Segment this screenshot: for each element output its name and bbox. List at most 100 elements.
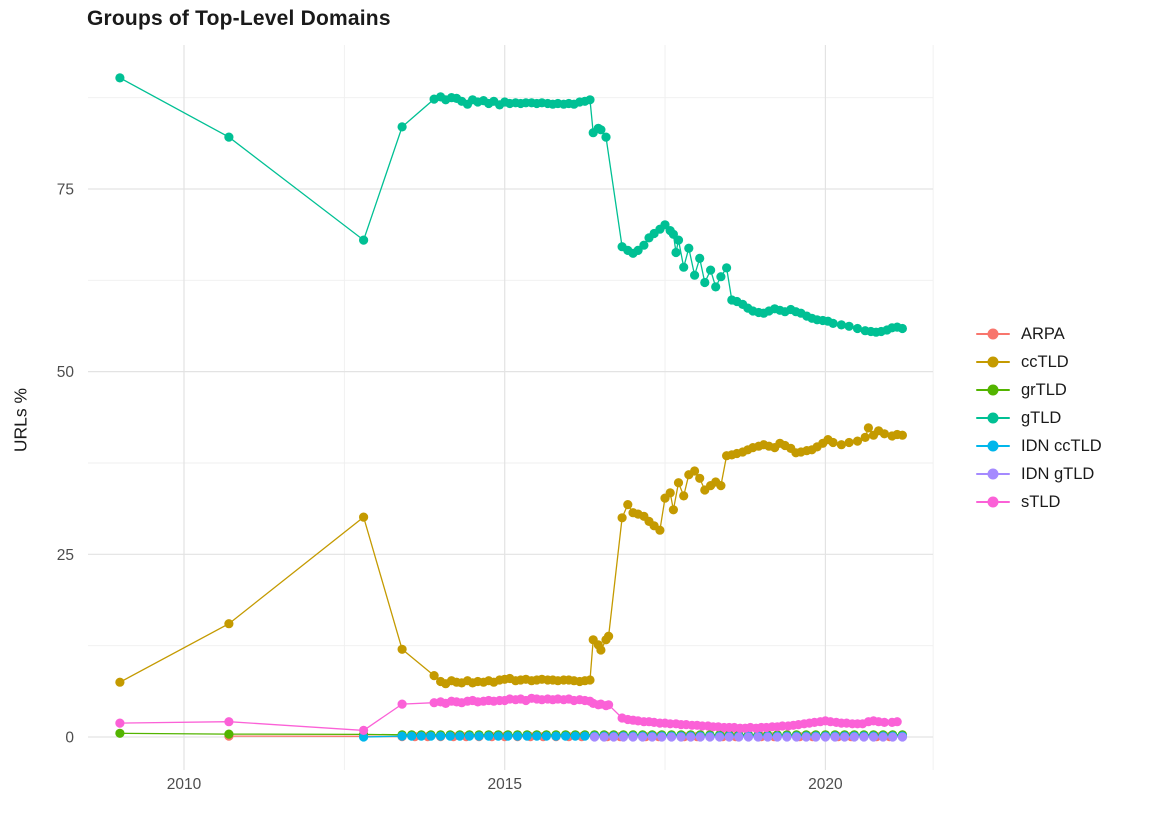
data-point-idn-gtld <box>676 732 686 742</box>
data-point-idn-gtld <box>897 732 908 742</box>
data-point-gtld <box>690 270 700 280</box>
data-point-idn-gtld <box>763 732 773 742</box>
series-idn-gtld <box>589 732 908 742</box>
legend-item-idn-cctld: IDN ccTLD <box>976 436 1102 456</box>
data-point-gtld <box>596 125 606 135</box>
data-point-cctld <box>695 473 705 483</box>
legend: ARPA ccTLD grTLD gTLD IDN ccTLD IDN gTLD sTLD <box>976 324 1102 512</box>
data-point-gtld <box>671 247 681 258</box>
data-point-idn-gtld <box>647 732 657 742</box>
legend-key-icon <box>976 408 1010 428</box>
data-point-gtld <box>397 122 407 132</box>
legend-key-dot <box>987 328 999 340</box>
data-point-cctld <box>668 505 679 515</box>
legend-key-icon <box>976 464 1010 484</box>
x-tick-label: 2010 <box>167 776 202 793</box>
legend-item-label: grTLD <box>1021 380 1067 399</box>
data-point-stld <box>224 717 234 727</box>
data-point-idn-cctld <box>474 731 484 741</box>
data-point-idn-gtld <box>791 732 802 742</box>
legend-item-stld: sTLD <box>976 492 1102 512</box>
legend-item-label: IDN ccTLD <box>1021 436 1102 455</box>
legend-key-dot <box>987 356 999 368</box>
legend-item-label: gTLD <box>1021 408 1062 427</box>
x-tick-label: 2015 <box>487 776 521 793</box>
legend-key-icon <box>976 324 1010 344</box>
y-tick-label: 75 <box>57 181 74 198</box>
data-point-idn-cctld <box>455 731 465 741</box>
data-point-cctld <box>604 631 614 641</box>
data-point-stld <box>115 718 125 728</box>
data-point-idn-cctld <box>580 731 590 741</box>
data-point-cctld <box>655 525 665 535</box>
data-point-cctld <box>623 500 633 510</box>
data-point-cctld <box>828 437 838 448</box>
data-point-gtld <box>828 318 838 328</box>
data-point-cctld <box>679 491 689 501</box>
data-point-gtld <box>673 235 684 245</box>
data-point-grtld <box>115 728 125 738</box>
data-point-gtld <box>684 243 694 253</box>
data-point-cctld <box>115 677 125 687</box>
data-point-idn-gtld <box>628 732 638 742</box>
data-point-idn-gtld <box>657 732 667 742</box>
data-point-idn-gtld <box>686 732 696 742</box>
data-point-cctld <box>397 644 407 654</box>
data-point-idn-gtld <box>820 732 831 742</box>
legend-item-cctld: ccTLD <box>976 352 1102 372</box>
data-point-idn-gtld <box>811 732 821 742</box>
data-point-idn-gtld <box>868 732 879 742</box>
data-point-cctld <box>673 478 684 488</box>
data-point-gtld <box>115 73 125 83</box>
data-point-idn-gtld <box>753 732 763 742</box>
data-point-cctld <box>617 513 627 523</box>
data-point-cctld <box>716 481 726 491</box>
data-point-gtld <box>601 132 611 142</box>
series-gtld <box>115 73 908 337</box>
data-point-idn-gtld <box>830 732 840 742</box>
data-point-idn-cctld <box>445 731 455 741</box>
data-point-idn-gtld <box>734 732 744 742</box>
data-point-idn-gtld <box>705 732 715 742</box>
x-tick-label: 2020 <box>808 776 843 793</box>
data-point-idn-gtld <box>638 732 648 742</box>
data-point-idn-cctld <box>512 731 523 741</box>
data-point-idn-gtld <box>743 732 754 742</box>
legend-key-icon <box>976 352 1010 372</box>
legend-item-label: ARPA <box>1021 324 1065 343</box>
data-point-idn-gtld <box>599 732 609 742</box>
data-point-idn-gtld <box>888 732 898 742</box>
data-point-idn-cctld <box>503 731 513 741</box>
data-point-cctld <box>879 429 890 439</box>
data-point-gtld <box>679 262 689 272</box>
data-point-cctld <box>860 432 870 442</box>
data-point-gtld <box>224 132 234 142</box>
data-point-cctld <box>852 436 863 446</box>
data-point-stld <box>359 725 369 736</box>
y-tick-label: 25 <box>57 547 74 564</box>
legend-key-icon <box>976 380 1010 400</box>
data-point-idn-gtld <box>840 732 850 742</box>
data-point-idn-cctld <box>561 731 571 741</box>
y-tick-label: 0 <box>65 730 74 747</box>
data-point-idn-gtld <box>609 732 619 742</box>
data-point-cctld <box>585 675 595 685</box>
data-point-idn-gtld <box>618 732 629 742</box>
y-tick-label: 50 <box>57 364 75 381</box>
data-point-gtld <box>836 320 847 330</box>
data-point-gtld <box>897 323 908 334</box>
legend-item-arpa: ARPA <box>976 324 1102 344</box>
data-point-idn-gtld <box>715 732 725 742</box>
data-point-idn-cctld <box>397 731 407 741</box>
legend-item-grtld: grTLD <box>976 380 1102 400</box>
data-point-cctld <box>690 466 700 476</box>
legend-item-label: IDN gTLD <box>1021 464 1095 483</box>
data-point-idn-gtld <box>801 732 811 742</box>
data-point-idn-cctld <box>493 731 503 741</box>
data-point-cctld <box>844 437 854 448</box>
legend-key-icon <box>976 492 1010 512</box>
series-stld <box>115 693 902 736</box>
data-point-cctld <box>897 430 908 440</box>
data-point-idn-gtld <box>782 732 792 742</box>
